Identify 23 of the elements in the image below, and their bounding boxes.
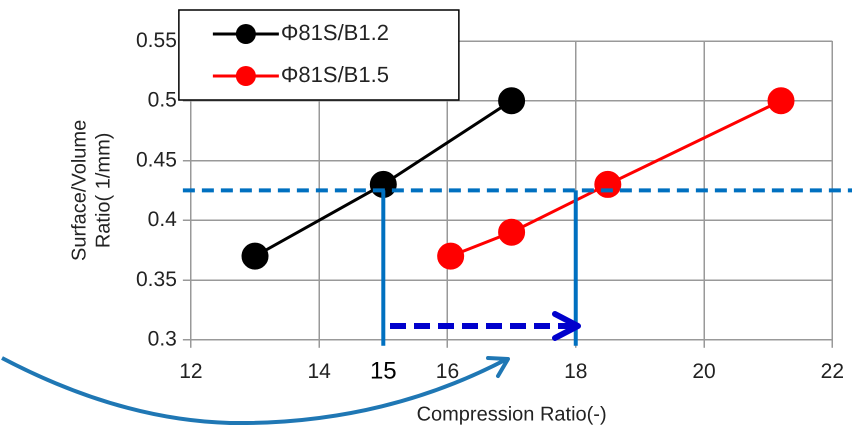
y-tick-label: 0.55	[136, 28, 177, 52]
y-tick-label: 0.4	[148, 208, 178, 232]
point	[768, 87, 795, 114]
x-tick-label: 20	[692, 360, 716, 384]
legend-label: Φ81S/B1.5	[280, 62, 389, 88]
point	[242, 242, 269, 270]
legend-label: Φ81S/B1.2	[280, 20, 389, 46]
point	[498, 87, 526, 114]
point	[498, 218, 526, 246]
y-tick-label: 0.45	[136, 148, 177, 172]
x-tick-label: 18	[564, 360, 588, 384]
x-tick-label: 12	[179, 360, 203, 384]
y-axis-title: Surface/Volume Ratio( 1/mm)	[68, 120, 115, 261]
x-tick-label: 16	[436, 360, 460, 384]
x-tick-label: 22	[820, 360, 844, 384]
y-tick-label: 0.3	[148, 328, 177, 351]
point	[437, 242, 464, 270]
x-axis-title: Compression Ratio(-)	[416, 404, 607, 426]
point	[594, 170, 622, 198]
x-tick-label: 14	[307, 360, 332, 384]
annotation: 15	[370, 357, 397, 384]
y-tick-label: 0.35	[136, 268, 177, 291]
y-tick-label: 0.5	[148, 88, 177, 112]
